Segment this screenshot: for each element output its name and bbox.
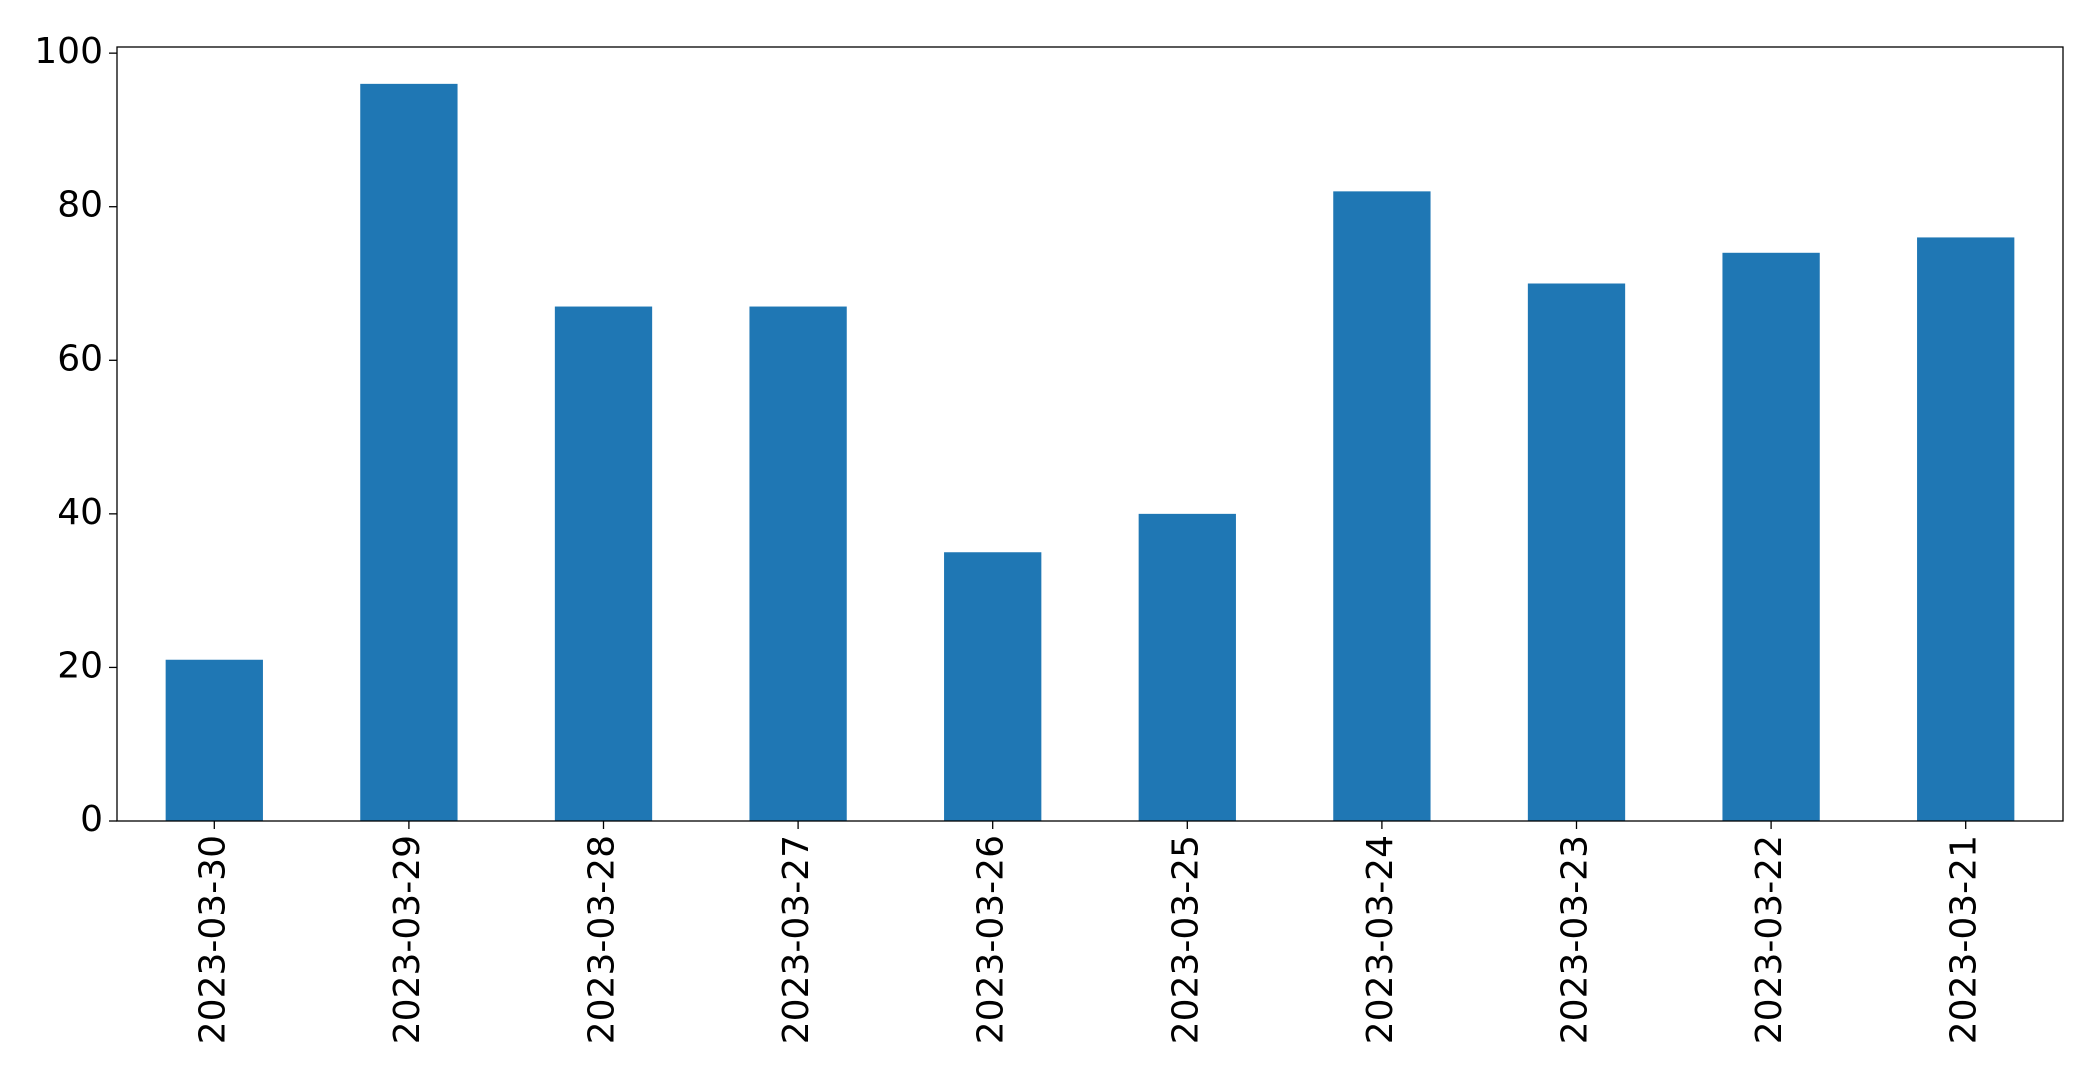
bar bbox=[749, 306, 847, 821]
bar bbox=[554, 306, 653, 821]
x-tick-label: 2023-03-27 bbox=[776, 835, 817, 1044]
y-tick-label: 0 bbox=[80, 799, 103, 840]
x-tick-label: 2023-03-22 bbox=[1749, 835, 1790, 1044]
x-tick-label: 2023-03-28 bbox=[582, 835, 623, 1044]
x-tick-label: 2023-03-26 bbox=[971, 835, 1012, 1044]
x-tick-label: 2023-03-24 bbox=[1360, 835, 1401, 1044]
bar bbox=[360, 83, 458, 822]
x-tick-label: 2023-03-29 bbox=[387, 835, 428, 1044]
y-tick-label: 80 bbox=[57, 185, 103, 226]
bar bbox=[1722, 252, 1820, 822]
x-tick-label: 2023-03-25 bbox=[1165, 835, 1206, 1044]
y-tick-label: 40 bbox=[57, 492, 103, 533]
bar bbox=[165, 659, 263, 821]
y-tick-label: 100 bbox=[34, 31, 103, 72]
plot-frame bbox=[116, 46, 2064, 822]
bar bbox=[1527, 283, 1626, 821]
x-tick-label: 2023-03-23 bbox=[1555, 835, 1596, 1044]
bar bbox=[1333, 191, 1431, 821]
bar bbox=[944, 552, 1042, 821]
bar bbox=[1917, 237, 2015, 821]
x-tick-label: 2023-03-30 bbox=[192, 835, 233, 1044]
y-tick-label: 60 bbox=[57, 338, 103, 379]
y-tick-label: 20 bbox=[57, 645, 103, 686]
bar bbox=[1138, 513, 1236, 821]
x-tick-label: 2023-03-21 bbox=[1944, 835, 1985, 1044]
